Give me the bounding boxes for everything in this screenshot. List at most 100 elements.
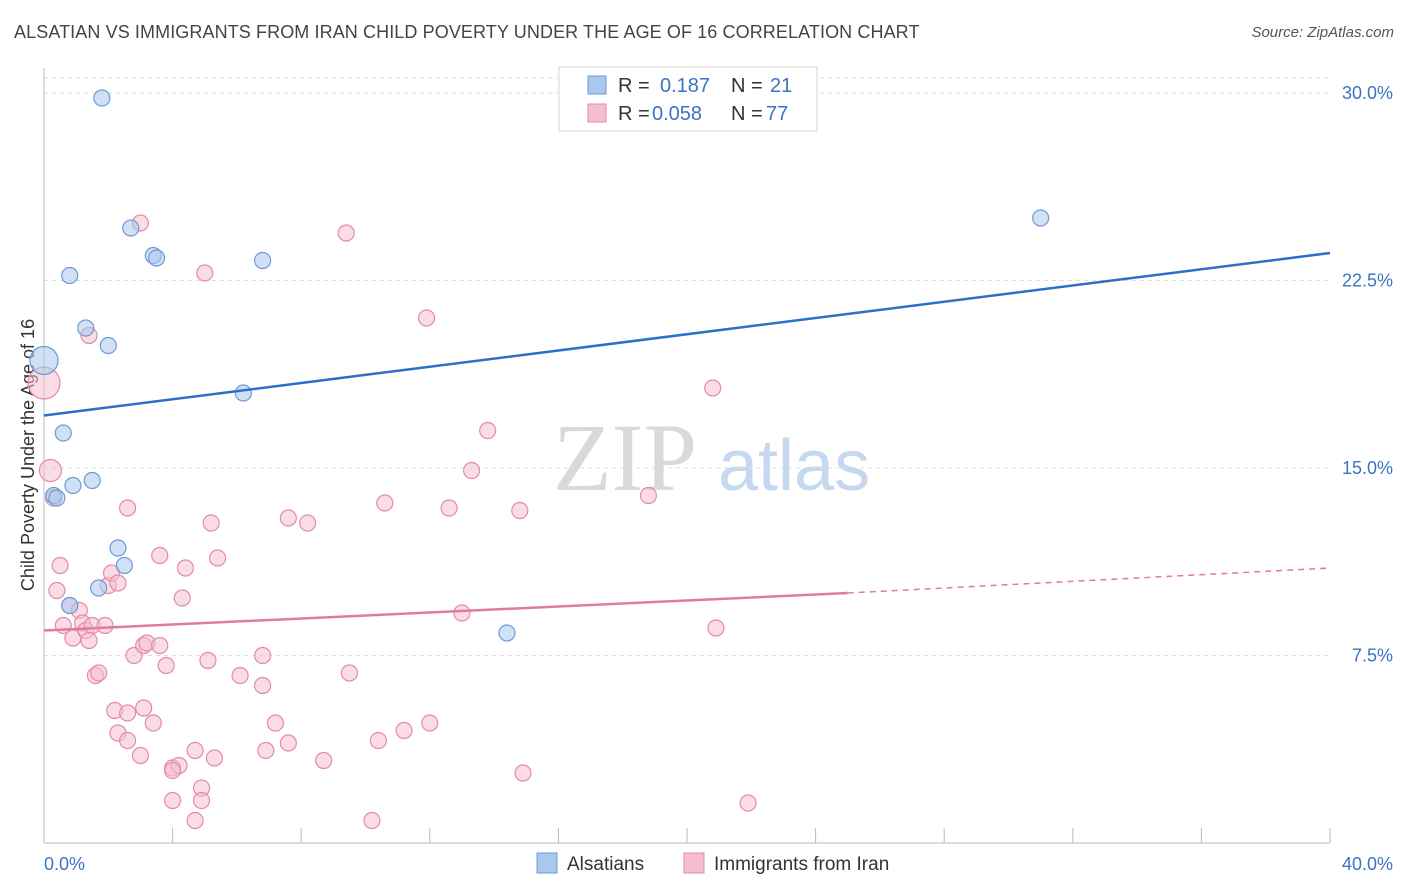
y-tick-label-1: 15.0% — [1342, 458, 1393, 478]
iran-point-23 — [151, 636, 169, 655]
iran-point-76 — [739, 794, 757, 812]
iran-point-68 — [337, 224, 355, 242]
alsatians-point-6 — [61, 266, 79, 285]
alsatians-point-10 — [54, 424, 72, 442]
legend-alsatians-label: Alsatians — [567, 854, 644, 875]
iran-point-55 — [299, 514, 317, 532]
tick-labels: 7.5% 15.0% 22.5% 30.0% 0.0% 40.0% — [44, 83, 1393, 874]
iran-point-28 — [144, 714, 162, 732]
alsatians-point-17 — [90, 579, 108, 597]
watermark-atlas: atlas — [718, 426, 870, 506]
iran-point-66 — [479, 421, 497, 440]
iran-point-36 — [209, 549, 227, 567]
iran-point-43 — [164, 761, 182, 780]
iran-point-38 — [231, 666, 249, 685]
iran-point-69 — [196, 264, 214, 282]
iran-trend-line — [43, 591, 848, 632]
y-tick-label-0: 7.5% — [1352, 646, 1393, 666]
alsatians-point-7 — [77, 319, 95, 337]
y-tick-label-2: 22.5% — [1342, 271, 1393, 291]
iran-point-31 — [131, 746, 150, 765]
axes — [43, 68, 1331, 844]
alsatians-point-15 — [109, 539, 127, 557]
iran-point-59 — [421, 714, 439, 732]
chart-title: ALSATIAN VS IMMIGRANTS FROM IRAN CHILD P… — [14, 22, 920, 42]
iran-point-61 — [376, 494, 394, 512]
stats-legend: R = 0.187 N = 21 R = 0.058 N = 77 — [558, 66, 818, 132]
iran-point-72 — [514, 764, 532, 782]
iran-point-19 — [96, 616, 114, 635]
alsatians-point-0 — [93, 89, 111, 107]
iran-swatch — [587, 103, 607, 123]
legend-iran-swatch — [683, 852, 705, 874]
alsatians-point-19 — [498, 624, 516, 642]
alsatians-point-2 — [122, 219, 140, 237]
legend-r-value-0: 0.187 — [660, 75, 710, 97]
legend-iran-label: Immigrants from Iran — [714, 854, 889, 875]
series-alsatians — [29, 89, 1050, 642]
legend-r-label-0: R = — [618, 75, 650, 97]
legend-r-value-1: 0.058 — [652, 103, 702, 125]
series-immigrants-from-iran — [27, 214, 757, 830]
legend-n-label-1: N = — [731, 103, 763, 125]
alsatians-point-16 — [115, 556, 133, 575]
alsatians-point-5 — [254, 251, 272, 270]
legend-n-value-1: 77 — [766, 103, 788, 125]
iran-point-4 — [48, 581, 66, 600]
iran-trend-extension — [847, 567, 1331, 594]
iran-point-33 — [176, 559, 195, 577]
iran-point-37 — [199, 651, 217, 670]
alsatians-point-8 — [99, 336, 117, 355]
iran-point-40 — [254, 676, 272, 695]
legend-n-label-0: N = — [731, 75, 763, 97]
alsatians-swatch — [587, 75, 607, 95]
iran-point-47 — [164, 791, 182, 810]
legend-alsatians-swatch — [536, 852, 558, 874]
watermark: ZIP atlas — [553, 404, 870, 511]
iran-point-12 — [80, 631, 98, 650]
alsatians-point-11 — [83, 471, 101, 490]
iran-point-56 — [340, 664, 359, 682]
iran-point-34 — [173, 589, 191, 607]
iran-point-63 — [511, 501, 529, 520]
iran-point-27 — [135, 699, 153, 717]
y-tick-label-3: 30.0% — [1342, 83, 1393, 103]
iran-point-50 — [266, 714, 285, 732]
alsatians-point-1 — [29, 345, 59, 376]
iran-point-58 — [395, 721, 413, 740]
iran-point-64 — [453, 604, 471, 622]
iran-point-39 — [254, 646, 272, 665]
iran-point-48 — [192, 791, 211, 810]
x-tick-label-1: 40.0% — [1342, 854, 1393, 874]
source-credit: Source: ZipAtlas.com — [1251, 24, 1394, 41]
series-legend: Alsatians Immigrants from Iran — [536, 852, 889, 875]
iran-point-44 — [186, 741, 204, 760]
iran-point-18 — [118, 499, 137, 517]
iran-point-65 — [462, 461, 481, 480]
iran-point-73 — [639, 486, 658, 505]
alsatians-trend-line — [43, 251, 1331, 417]
iran-point-62 — [440, 499, 458, 517]
watermark-zip: ZIP — [553, 404, 697, 511]
iran-point-24 — [157, 656, 175, 675]
iran-point-32 — [151, 546, 169, 565]
iran-point-35 — [202, 514, 220, 532]
gridlines — [44, 77, 1330, 656]
iran-point-17 — [109, 574, 127, 592]
iran-point-75 — [707, 619, 725, 637]
alsatians-point-4 — [147, 249, 166, 267]
legend-n-value-0: 21 — [770, 75, 792, 97]
x-tick-label-0: 0.0% — [44, 854, 85, 874]
iran-point-51 — [279, 734, 297, 752]
alsatians-point-12 — [64, 476, 82, 495]
alsatians-point-9 — [234, 384, 252, 402]
iran-point-53 — [315, 751, 333, 770]
iran-point-1 — [38, 458, 63, 483]
trend-lines — [43, 251, 1331, 632]
iran-point-60 — [363, 811, 381, 830]
iran-point-30 — [118, 731, 137, 750]
iran-point-57 — [369, 731, 387, 750]
iran-point-54 — [279, 509, 297, 527]
iran-point-67 — [417, 309, 436, 327]
